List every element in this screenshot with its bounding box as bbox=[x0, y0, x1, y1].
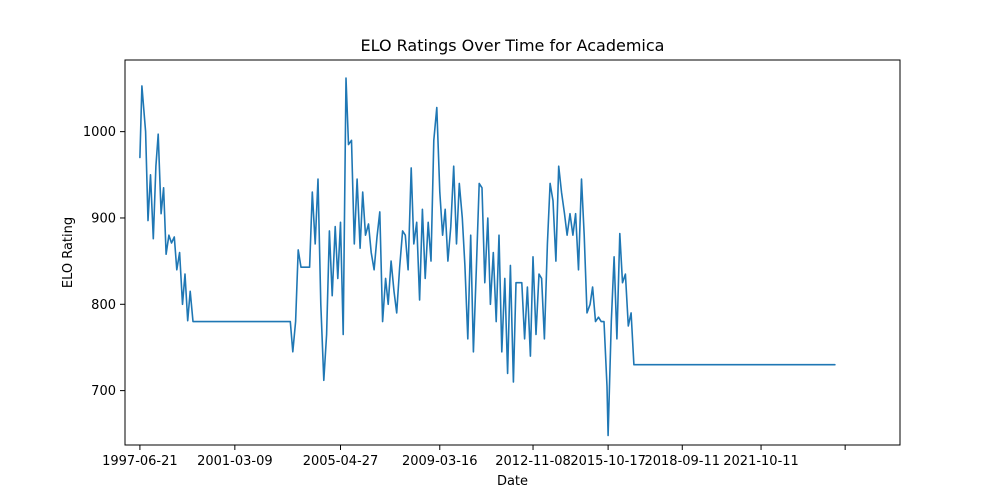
x-tick-label: 2021-10-11 bbox=[723, 454, 799, 469]
x-tick-label: 2015-10-17 bbox=[570, 454, 646, 469]
x-tick-label: 2012-11-08 bbox=[495, 454, 571, 469]
y-axis-label: ELO Rating bbox=[61, 217, 76, 288]
x-tick-label: 2009-03-16 bbox=[402, 454, 478, 469]
plot-frame bbox=[124, 59, 901, 446]
x-tick-label: 1997-06-21 bbox=[102, 454, 178, 469]
x-tick-label: 2005-04-27 bbox=[303, 454, 379, 469]
y-axis: 700 800 900 1000 bbox=[83, 125, 125, 399]
x-tick-label: 2001-03-09 bbox=[197, 454, 273, 469]
y-tick-label: 700 bbox=[91, 384, 116, 399]
plot-area bbox=[139, 77, 836, 437]
y-tick-label: 900 bbox=[91, 211, 116, 226]
x-tick-label: 2018-09-11 bbox=[644, 454, 720, 469]
series-line-0 bbox=[139, 77, 836, 437]
x-axis-label: Date bbox=[497, 474, 528, 489]
x-axis: 1997-06-21 2001-03-09 2005-04-27 2009-03-16… bbox=[102, 445, 846, 469]
y-tick-label: 1000 bbox=[83, 125, 116, 140]
y-tick-label: 800 bbox=[91, 298, 116, 313]
chart-title: ELO Ratings Over Time for Academica bbox=[361, 36, 665, 55]
